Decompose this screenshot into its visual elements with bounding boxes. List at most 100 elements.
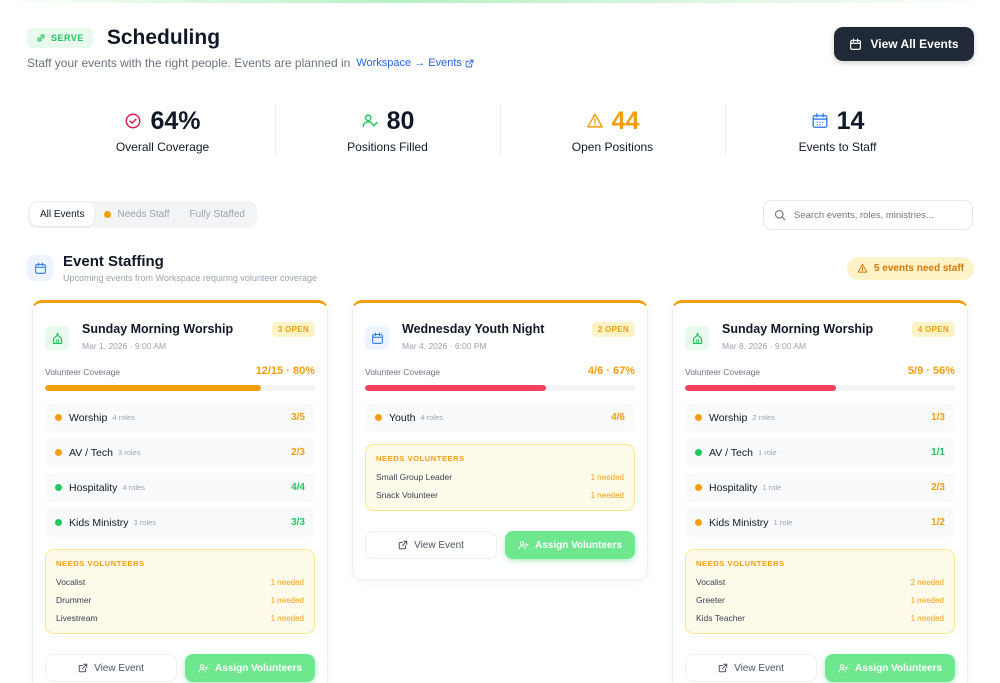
role-value: 3/3: [291, 517, 305, 528]
need-badge-label: 5 events need staff: [873, 263, 964, 274]
card-header: Wednesday Youth Night Mar 4, 2026 · 6:00…: [353, 303, 647, 361]
event-filter-tabs: All Events Needs Staff Fully Staffed: [28, 201, 257, 228]
filter-fully-staffed[interactable]: Fully Staffed: [180, 203, 255, 226]
view-event-label: View Event: [734, 662, 784, 674]
need-role: Small Group Leader: [376, 472, 453, 482]
coverage-value: 5/9 · 56%: [907, 365, 955, 377]
card-actions: View Event Assign Volunteers: [685, 654, 955, 682]
top-accent-line: [0, 0, 1000, 3]
church-icon: [45, 326, 69, 350]
stat-label: Positions Filled: [347, 139, 428, 154]
event-title: Sunday Morning Worship: [722, 322, 874, 336]
role-item[interactable]: AV / Tech 3 roles 2/3: [45, 438, 315, 467]
workspace-link-label: Workspace → Events: [356, 57, 462, 69]
role-item[interactable]: AV / Tech 1 role 1/1: [685, 438, 955, 467]
view-event-label: View Event: [94, 662, 144, 674]
assign-volunteers-button[interactable]: Assign Volunteers: [185, 654, 315, 682]
need-qty: 1 needed: [590, 472, 624, 482]
role-item[interactable]: Youth 4 roles 4/6: [365, 403, 635, 432]
serve-badge-label: SERVE: [51, 33, 84, 43]
assign-volunteers-button[interactable]: Assign Volunteers: [825, 654, 955, 682]
need-qty: 2 needed: [910, 577, 944, 587]
coverage-label: Volunteer Coverage: [365, 367, 441, 377]
role-count: 2 roles: [752, 413, 775, 422]
coverage-bar-fill: [685, 385, 837, 391]
role-name: Worship: [69, 411, 108, 424]
need-item: Kids Teacher 1 needed: [696, 609, 944, 627]
role-name: Worship: [709, 411, 748, 424]
stats-row: 64% Overall Coverage 80 Positions Filled…: [50, 100, 950, 160]
view-all-events-button[interactable]: View All Events: [834, 27, 974, 61]
role-item[interactable]: Kids Ministry 1 role 1/2: [685, 508, 955, 537]
role-item[interactable]: Kids Ministry 3 roles 3/3: [45, 508, 315, 537]
coverage-value: 12/15 · 80%: [255, 365, 315, 377]
needs-volunteers-panel: NEEDS VOLUNTEERS Vocalist 2 needed Greete…: [685, 549, 955, 634]
coverage-bar: [365, 385, 635, 391]
need-role: Drummer: [56, 595, 92, 605]
needs-title: NEEDS VOLUNTEERS: [56, 559, 145, 568]
coverage-row: Volunteer Coverage 12/15 · 80%: [45, 361, 315, 385]
stat-events-to-staff: 14 Events to Staff: [725, 100, 950, 160]
page-header: SERVE Scheduling Staff your events with …: [27, 26, 974, 76]
section-subtitle: Upcoming events from Workspace requiring…: [63, 273, 317, 283]
role-count: 3 roles: [117, 448, 141, 457]
role-item[interactable]: Worship 4 roles 3/5: [45, 403, 315, 432]
need-item: Small Group Leader 1 needed: [376, 468, 624, 486]
status-dot-icon: [55, 484, 62, 491]
search-box: [763, 200, 973, 230]
role-value: 1/2: [931, 517, 945, 528]
coverage-label: Volunteer Coverage: [685, 367, 761, 377]
need-qty: 1 needed: [590, 490, 624, 500]
view-event-label: View Event: [414, 539, 464, 551]
view-event-button[interactable]: View Event: [685, 654, 817, 682]
assign-volunteers-button[interactable]: Assign Volunteers: [505, 531, 635, 559]
need-item: Snack Volunteer 1 needed: [376, 486, 624, 504]
stat-open-positions: 44 Open Positions: [500, 100, 725, 160]
role-item[interactable]: Hospitality 4 roles 4/4: [45, 473, 315, 502]
card-header: Sunday Morning Worship Mar 1, 2026 · 9:0…: [33, 303, 327, 361]
stat-label: Events to Staff: [798, 139, 877, 154]
event-title: Sunday Morning Worship: [82, 322, 234, 336]
view-all-events-label: View All Events: [870, 37, 959, 51]
role-name: Youth: [389, 411, 416, 424]
stat-positions-filled: 80 Positions Filled: [275, 100, 500, 160]
church-icon: [685, 326, 709, 350]
filter-label: Fully Staffed: [189, 209, 245, 220]
section-icon: [27, 255, 53, 281]
needs-volunteers-panel: NEEDS VOLUNTEERS Small Group Leader 1 nee…: [365, 444, 635, 511]
need-qty: 1 needed: [910, 613, 944, 623]
role-item[interactable]: Hospitality 1 role 2/3: [685, 473, 955, 502]
role-count: 1 role: [773, 518, 793, 527]
filter-all-events[interactable]: All Events: [30, 203, 95, 226]
need-item: Livestream 1 needed: [56, 609, 304, 627]
workspace-events-link[interactable]: Workspace → Events: [356, 57, 474, 69]
view-event-button[interactable]: View Event: [45, 654, 177, 682]
stat-value: 64%: [150, 106, 201, 135]
search-input[interactable]: [794, 209, 954, 221]
filter-label: Needs Staff: [117, 209, 170, 220]
serve-badge: SERVE: [27, 28, 93, 48]
events-need-staff-badge: 5 events need staff: [846, 257, 974, 280]
card-header: Sunday Morning Worship Mar 8, 2026 · 9:0…: [673, 303, 967, 361]
need-item: Drummer 1 needed: [56, 591, 304, 609]
role-name: Kids Ministry: [69, 516, 129, 529]
role-name: AV / Tech: [709, 446, 753, 459]
coverage-row: Volunteer Coverage 4/6 · 67%: [365, 361, 635, 385]
role-value: 4/4: [291, 482, 305, 493]
role-name: Kids Ministry: [709, 516, 769, 529]
target-check-icon: [125, 113, 141, 129]
role-value: 2/3: [291, 447, 305, 458]
event-staffing-section: Event Staffing Upcoming events from Work…: [27, 253, 974, 287]
user-plus-icon: [838, 663, 849, 672]
need-role: Vocalist: [56, 577, 86, 587]
role-item[interactable]: Worship 2 roles 1/3: [685, 403, 955, 432]
stat-value: 14: [836, 106, 865, 135]
filter-needs-staff[interactable]: Needs Staff: [94, 203, 179, 226]
role-list: Worship 2 roles 1/3 AV / Tech 1 role 1/1 Hos…: [685, 403, 955, 537]
coverage-value: 4/6 · 67%: [587, 365, 635, 377]
role-count: 3 roles: [133, 518, 157, 527]
assign-volunteers-label: Assign Volunteers: [854, 662, 943, 674]
role-value: 1/3: [931, 412, 945, 423]
view-event-button[interactable]: View Event: [365, 531, 497, 559]
needs-title: NEEDS VOLUNTEERS: [376, 454, 465, 463]
